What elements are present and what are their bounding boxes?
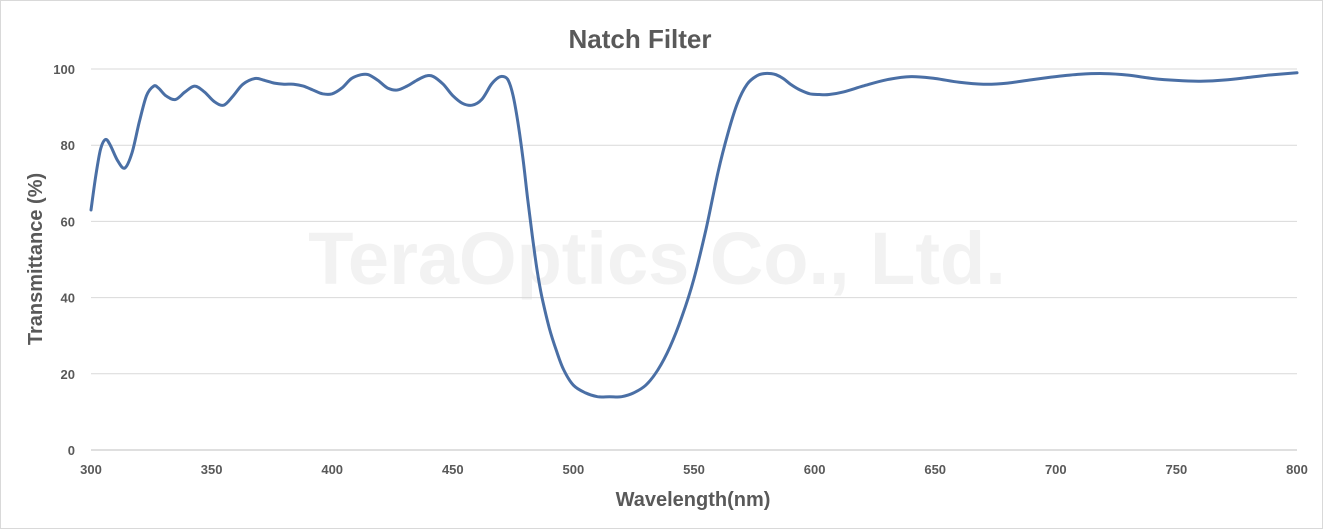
x-tick-label: 800	[1286, 462, 1308, 477]
x-tick-label: 300	[80, 462, 102, 477]
gridlines	[91, 68, 1297, 451]
series-line	[89, 71, 1299, 399]
y-tick-label: 100	[53, 62, 75, 77]
x-tick-label: 750	[1166, 462, 1188, 477]
y-tick-label: 60	[61, 214, 75, 229]
x-tick-label: 650	[924, 462, 946, 477]
x-axis-title: Wavelength(nm)	[616, 489, 771, 511]
chart-title: Natch Filter	[568, 24, 711, 54]
y-tick-label: 80	[61, 138, 75, 153]
y-tick-labels: 0 20 40 60 80 100	[53, 62, 75, 458]
x-tick-label: 700	[1045, 462, 1067, 477]
y-tick-label: 40	[61, 291, 75, 306]
y-axis-title: Transmittance (%)	[25, 173, 47, 345]
series-layer	[89, 71, 1299, 399]
x-tick-label: 450	[442, 462, 464, 477]
x-tick-label: 350	[201, 462, 223, 477]
x-tick-label: 500	[563, 462, 585, 477]
y-tick-label: 20	[61, 367, 75, 382]
y-tick-label: 0	[68, 443, 75, 458]
x-tick-label: 400	[321, 462, 343, 477]
x-tick-label: 600	[804, 462, 826, 477]
watermark: TeraOptics Co., Ltd.	[308, 217, 1006, 300]
x-tick-label: 550	[683, 462, 705, 477]
x-tick-labels: 300 350 400 450 500 550 600 650 700 750 800	[80, 462, 1308, 477]
